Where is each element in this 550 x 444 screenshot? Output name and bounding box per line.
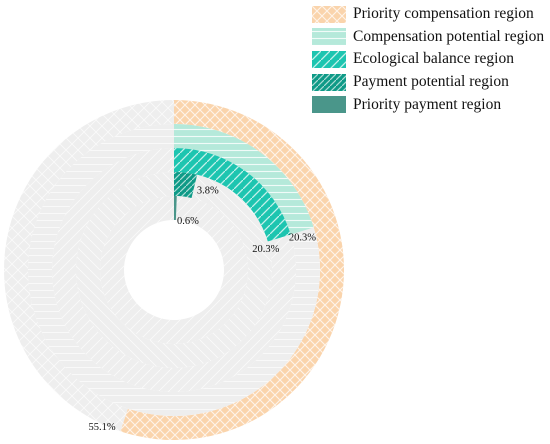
legend-swatch-ecological-balance <box>312 50 346 68</box>
slice-5 <box>174 196 177 221</box>
legend-label: Ecological balance region <box>353 50 514 68</box>
legend-item: Priority payment region <box>312 93 544 116</box>
slice-pattern-4 <box>174 172 198 199</box>
value-label: 55.1% <box>88 422 115 433</box>
legend-item: Compensation potential region <box>312 26 544 49</box>
legend: Priority compensation region Compensatio… <box>312 3 544 116</box>
value-labels: 55.1% 20.3% 20.3% 3.8% 0.6% <box>88 185 316 433</box>
slice-pattern-3 <box>174 148 291 242</box>
ring-remainder-pattern-1 <box>3 100 174 432</box>
legend-swatch-priority-compensation <box>312 5 346 23</box>
legend-swatch-payment-potential <box>312 73 346 91</box>
ring-remainder-pattern-5 <box>100 196 249 344</box>
legend-swatch-priority-payment <box>312 96 346 114</box>
value-label: 0.6% <box>177 216 199 227</box>
legend-label: Compensation potential region <box>353 27 545 45</box>
legend-label: Payment potential region <box>353 73 509 91</box>
value-label: 3.8% <box>197 185 219 196</box>
value-label: 20.3% <box>289 233 316 244</box>
legend-item: Priority compensation region <box>312 3 544 26</box>
donut-rings <box>3 100 344 440</box>
legend-label: Priority compensation region <box>353 5 534 23</box>
slice-pattern-2 <box>174 124 314 235</box>
legend-item: Ecological balance region <box>312 48 544 71</box>
legend-swatch-compensation-potential <box>312 28 346 46</box>
legend-item: Payment potential region <box>312 71 544 94</box>
legend-label: Priority payment region <box>353 95 502 113</box>
value-label: 20.3% <box>252 244 279 255</box>
